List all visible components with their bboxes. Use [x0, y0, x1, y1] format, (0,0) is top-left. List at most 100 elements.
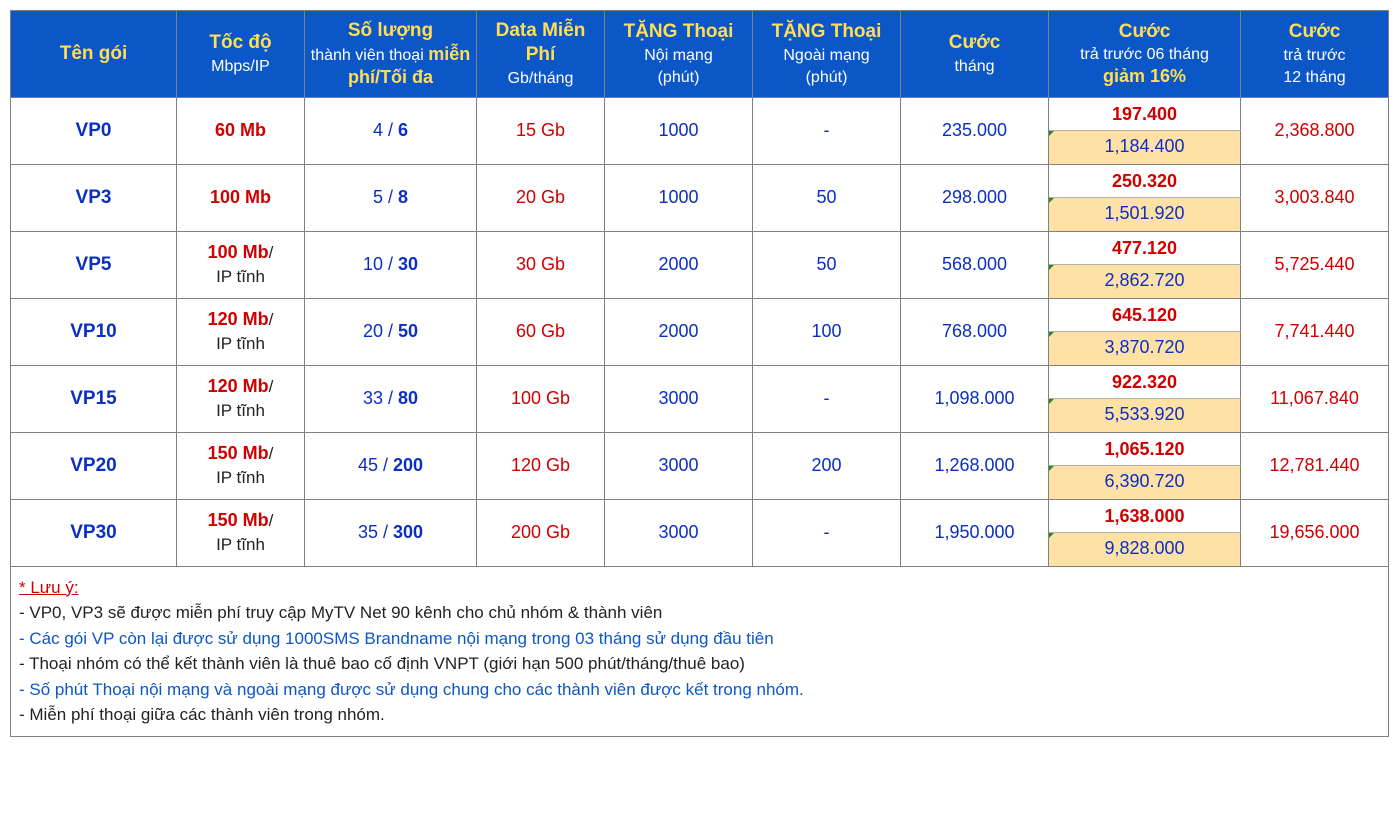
cell-price-12mo: 5,725.440 — [1241, 231, 1389, 298]
members-max: 80 — [398, 388, 418, 408]
cell-voice-offnet: 100 — [753, 298, 901, 365]
header-sublabel: 12 tháng — [1283, 69, 1345, 86]
cell-data: 15 Gb — [477, 97, 605, 164]
header-label: Cước — [1119, 21, 1171, 42]
cell-price-12mo: 2,368.800 — [1241, 97, 1389, 164]
members-max: 200 — [393, 455, 423, 475]
cell-data: 200 Gb — [477, 499, 605, 566]
header-sublabel: Nội mạng — [644, 47, 712, 64]
header-label: Cước — [949, 32, 1001, 53]
speed-slash: / — [269, 444, 274, 463]
cell-price-6mo-per: 477.120 — [1049, 231, 1241, 265]
col-members: Số lượng thành viên thoại miễn phí/Tối đ… — [305, 11, 477, 98]
members-free: 4 — [373, 120, 383, 140]
cell-price-6mo-total: 2,862.720 — [1049, 265, 1241, 299]
cell-price-12mo: 3,003.840 — [1241, 164, 1389, 231]
speed-slash: / — [269, 377, 274, 396]
cell-voice-offnet: 50 — [753, 231, 901, 298]
cell-package: VP5 — [11, 231, 177, 298]
speed-value: 150 Mb — [208, 443, 269, 463]
speed-slash: / — [269, 511, 274, 530]
cell-package: VP20 — [11, 432, 177, 499]
col-price-12mo: Cước trả trước 12 tháng — [1241, 11, 1389, 98]
cell-package: VP10 — [11, 298, 177, 365]
cell-price-6mo-per: 1,638.000 — [1049, 499, 1241, 533]
table-row: VP10120 Mb/IP tĩnh20 / 5060 Gb2000100768… — [11, 298, 1389, 332]
cell-price-6mo-per: 250.320 — [1049, 164, 1241, 198]
members-max: 8 — [398, 187, 408, 207]
cell-members: 5 / 8 — [305, 164, 477, 231]
col-package: Tên gói — [11, 11, 177, 98]
speed-sub: IP tĩnh — [216, 334, 265, 353]
header-sublabel: tháng — [954, 58, 994, 75]
header-label: Số lượng — [348, 20, 433, 41]
col-speed: Tốc độ Mbps/IP — [177, 11, 305, 98]
cell-price-month: 568.000 — [901, 231, 1049, 298]
cell-price-month: 235.000 — [901, 97, 1049, 164]
cell-speed: 100 Mb/IP tĩnh — [177, 231, 305, 298]
members-free: 33 — [363, 388, 383, 408]
cell-voice-onnet: 3000 — [605, 499, 753, 566]
cell-speed: 120 Mb/IP tĩnh — [177, 298, 305, 365]
cell-members: 33 / 80 — [305, 365, 477, 432]
members-max: 300 — [393, 522, 423, 542]
table-row: VP3100 Mb5 / 820 Gb100050298.000250.3203… — [11, 164, 1389, 198]
cell-voice-onnet: 3000 — [605, 432, 753, 499]
col-voice-offnet: TẶNG Thoại Ngoài mạng (phút) — [753, 11, 901, 98]
speed-sub: IP tĩnh — [216, 535, 265, 554]
header-sublabel: Mbps/IP — [211, 58, 270, 75]
speed-value: 120 Mb — [208, 309, 269, 329]
cell-speed: 60 Mb — [177, 97, 305, 164]
table-row: VP20150 Mb/IP tĩnh45 / 200120 Gb30002001… — [11, 432, 1389, 466]
cell-members: 4 / 6 — [305, 97, 477, 164]
speed-value: 120 Mb — [208, 376, 269, 396]
cell-members: 20 / 50 — [305, 298, 477, 365]
col-voice-onnet: TẶNG Thoại Nội mạng (phút) — [605, 11, 753, 98]
table-body: VP060 Mb4 / 615 Gb1000-235.000197.4002,3… — [11, 97, 1389, 736]
col-price-6mo: Cước trả trước 06 tháng giảm 16% — [1049, 11, 1241, 98]
notes-row: * Lưu ý:- VP0, VP3 sẽ được miễn phí truy… — [11, 566, 1389, 736]
members-max: 50 — [398, 321, 418, 341]
cell-price-6mo-per: 922.320 — [1049, 365, 1241, 399]
header-sublabel: Gb/tháng — [508, 70, 574, 87]
cell-price-6mo-total: 9,828.000 — [1049, 533, 1241, 567]
cell-voice-onnet: 1000 — [605, 97, 753, 164]
members-free: 20 — [363, 321, 383, 341]
cell-members: 35 / 300 — [305, 499, 477, 566]
cell-voice-offnet: - — [753, 499, 901, 566]
cell-voice-offnet: - — [753, 97, 901, 164]
header-sublabel-bold: giảm 16% — [1103, 66, 1186, 86]
cell-voice-offnet: - — [753, 365, 901, 432]
members-free: 5 — [373, 187, 383, 207]
package-name: VP0 — [76, 120, 112, 141]
package-name: VP20 — [70, 455, 116, 476]
table-row: VP30150 Mb/IP tĩnh35 / 300200 Gb3000-1,9… — [11, 499, 1389, 533]
speed-slash: / — [269, 310, 274, 329]
cell-price-6mo-per: 1,065.120 — [1049, 432, 1241, 466]
cell-price-12mo: 11,067.840 — [1241, 365, 1389, 432]
notes-line: - Thoại nhóm có thể kết thành viên là th… — [19, 654, 745, 673]
table-row: VP060 Mb4 / 615 Gb1000-235.000197.4002,3… — [11, 97, 1389, 131]
cell-price-month: 1,098.000 — [901, 365, 1049, 432]
header-sublabel: thành viên thoại — [311, 47, 428, 64]
header-sublabel: (phút) — [806, 69, 848, 86]
header-sublabel: Ngoài mạng — [783, 47, 869, 64]
header-label: TẶNG Thoại — [624, 21, 734, 42]
cell-voice-onnet: 2000 — [605, 231, 753, 298]
cell-price-6mo-per: 197.400 — [1049, 97, 1241, 131]
cell-data: 20 Gb — [477, 164, 605, 231]
cell-voice-onnet: 3000 — [605, 365, 753, 432]
col-data: Data Miễn Phí Gb/tháng — [477, 11, 605, 98]
cell-price-month: 298.000 — [901, 164, 1049, 231]
notes-line: - Miễn phí thoại giữa các thành viên tro… — [19, 705, 385, 724]
members-free: 35 — [358, 522, 378, 542]
speed-value: 100 Mb — [210, 187, 271, 207]
cell-speed: 120 Mb/IP tĩnh — [177, 365, 305, 432]
cell-speed: 100 Mb — [177, 164, 305, 231]
cell-price-month: 768.000 — [901, 298, 1049, 365]
notes-title: * Lưu ý: — [19, 578, 79, 597]
speed-sub: IP tĩnh — [216, 401, 265, 420]
table-row: VP15120 Mb/IP tĩnh33 / 80100 Gb3000-1,09… — [11, 365, 1389, 399]
cell-data: 60 Gb — [477, 298, 605, 365]
header-label: Tên gói — [60, 43, 128, 64]
